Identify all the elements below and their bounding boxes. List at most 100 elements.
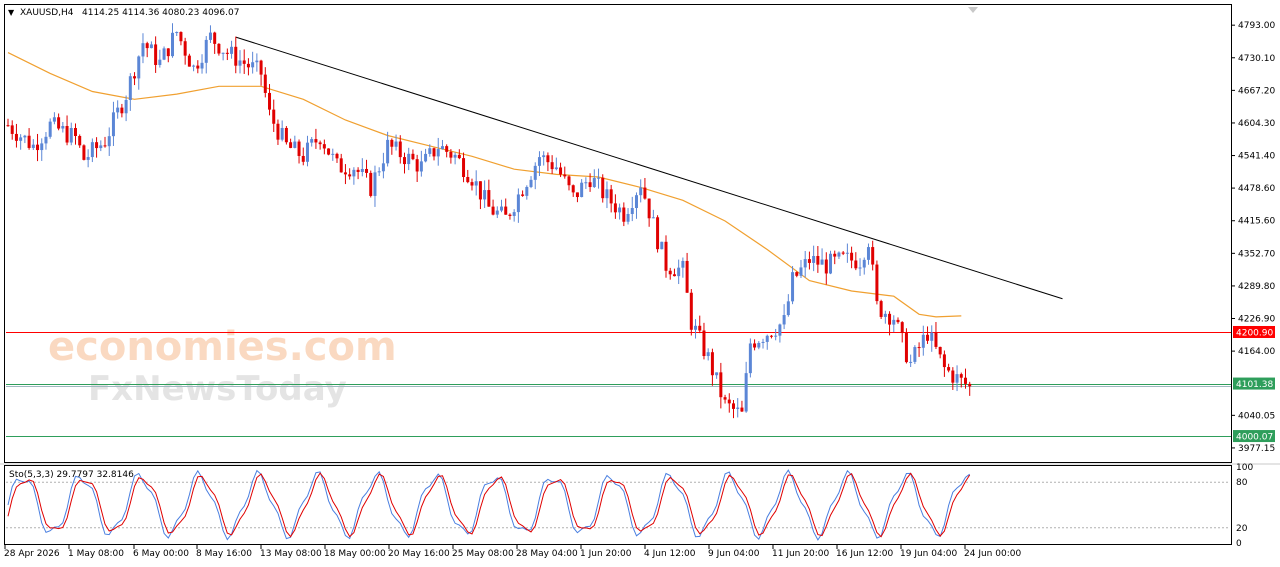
x-tick-label: 25 May 08:00 [452,549,514,559]
candle-body [757,342,761,348]
x-tick-label: 13 May 08:00 [260,549,322,559]
x-tick-label: 24 Jun 00:00 [964,549,1021,559]
candle-body [820,259,824,265]
candle [761,338,765,349]
dropdown-icon[interactable]: ▼ [8,8,15,17]
candle [99,140,103,152]
candle-body [580,182,584,198]
candle [289,138,293,149]
candle-body [116,107,120,113]
x-tick-label: 9 Jun 04:00 [708,549,760,559]
candle [343,164,347,185]
candle-body [343,172,347,175]
candle [61,121,65,133]
candle [293,135,297,149]
candle-body [268,92,272,110]
candle-body [69,128,73,143]
candle [470,178,474,191]
candle-body [921,334,925,348]
candle [166,48,170,63]
candle-body [445,146,449,152]
moving-average-line[interactable] [7,52,962,318]
candle [187,53,191,67]
candle-body [508,214,512,216]
candle [845,243,849,263]
candle-body [521,194,525,196]
candle-body [685,260,689,293]
candle [757,341,761,350]
candle-body [407,153,411,165]
candle-body [369,172,373,196]
trendline[interactable] [235,36,1063,300]
candle-body [938,346,942,355]
candle [65,115,69,146]
candle [567,175,571,191]
candle [580,179,584,198]
candle-body [95,142,99,149]
candle [550,155,554,175]
candle [533,162,537,190]
candle-body [740,407,744,412]
candle [445,144,449,158]
candle [390,138,394,155]
candle-body [930,332,934,341]
candle-body [698,325,702,331]
candle [656,215,660,253]
candle-body [786,301,790,316]
x-tick-label: 4 Jun 12:00 [644,549,696,559]
candle-body [154,44,158,65]
candle-body [208,32,212,40]
candle-body [141,43,145,57]
candle [799,259,803,279]
candle [516,188,520,223]
candle-body [187,55,191,67]
chart-shift-icon[interactable] [968,7,978,13]
candle [217,43,221,56]
candle-body [398,141,402,158]
candle [947,363,951,373]
candle-body [829,253,833,274]
candle [968,381,972,396]
candle-body [179,32,183,42]
candle-body [352,169,356,177]
candle-body [44,136,48,144]
candle [27,128,31,150]
candle-body [807,259,811,263]
candle-body [478,181,482,200]
candle-body [727,399,731,404]
stoch-main-line[interactable] [7,469,971,541]
candle-body [103,145,107,147]
candle [706,348,710,361]
candle-body [82,145,86,160]
candle [639,179,643,203]
candle-body [200,62,204,69]
candle [529,176,533,189]
candle [171,23,175,58]
candle-body [512,212,516,216]
candle [352,167,356,185]
candle [141,33,145,64]
candle-body [137,56,141,79]
watermark-fxnewstoday: FxNewsToday [88,369,347,409]
y-tick-label: 4541.40 [1238,152,1275,162]
candle-body [769,335,773,337]
candle [424,148,428,163]
candle [892,315,896,333]
stoch-signal-line[interactable] [7,472,971,538]
candle-body [601,177,605,199]
candle-body [791,272,795,302]
candle-body [879,301,883,317]
candle-body [436,149,440,157]
candle-body [816,255,820,265]
candle-body [432,148,436,157]
candle-body [563,174,567,177]
candle [554,157,558,171]
candle [609,184,613,213]
candle-body [284,127,288,143]
candle-body [963,377,967,384]
candle-body [525,186,529,196]
candle-body [664,241,668,271]
candle-body [824,259,828,274]
candle [301,147,305,166]
